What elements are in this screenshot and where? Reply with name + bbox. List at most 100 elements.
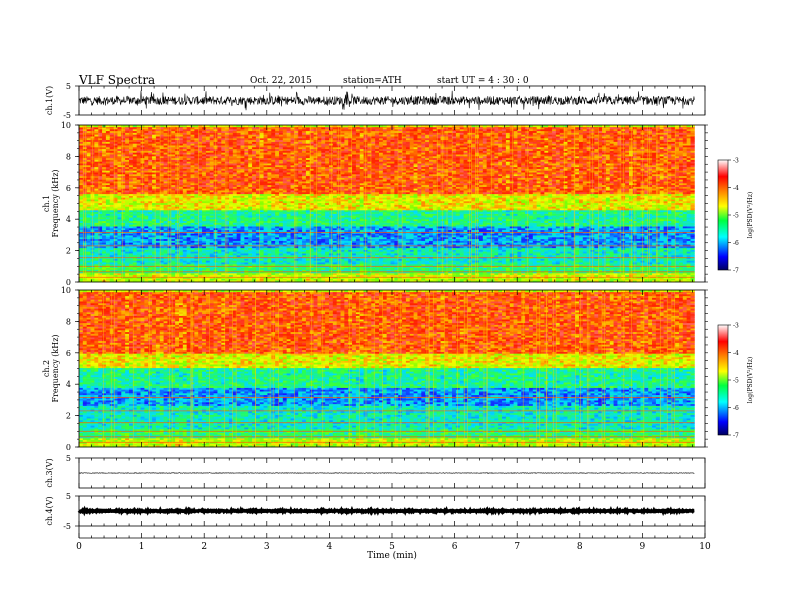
spectrogram-cell: [228, 170, 234, 173]
spectrogram-cell: [132, 161, 138, 164]
spectrogram-cell: [82, 199, 88, 202]
spectrogram-cell: [240, 166, 245, 169]
spectrogram-cell: [159, 215, 165, 218]
spectrogram-cell: [105, 177, 111, 180]
spectrogram-cell: [217, 130, 222, 133]
spectrogram-cell: [148, 136, 153, 139]
spectrogram-cell: [179, 204, 184, 207]
spectrogram-cell: [86, 206, 91, 209]
spectrogram-cell: [121, 134, 126, 137]
spectrogram-cell: [213, 202, 218, 205]
spectrogram-cell: [290, 208, 295, 211]
spectrogram-cell: [129, 264, 134, 267]
spectrogram-cell: [121, 271, 126, 274]
spectrogram-cell: [221, 220, 226, 223]
spectrogram-cell: [98, 129, 103, 132]
spectrogram-cell: [155, 233, 161, 236]
spectrogram-cell: [225, 233, 230, 236]
spectrogram-cell: [117, 228, 122, 231]
spectrogram-cell: [194, 226, 199, 229]
spectrogram-cell: [113, 130, 118, 133]
spectrogram-cell: [194, 197, 199, 200]
spectrogram-cell: [179, 244, 184, 247]
spectrogram-cell: [167, 127, 172, 130]
spectrogram-cell: [102, 238, 107, 241]
spectrogram-cell: [171, 190, 176, 193]
spectrogram-cell: [155, 273, 161, 276]
spectrogram-cell: [144, 134, 149, 137]
spectrogram-cell: [152, 159, 157, 162]
spectrogram-cell: [144, 193, 149, 196]
spectrogram-cell: [263, 255, 268, 258]
spectrogram-cell: [213, 273, 218, 276]
spectrogram-cell: [194, 147, 199, 150]
spectrogram-cell: [105, 157, 111, 160]
spectrogram-cell: [117, 246, 122, 249]
spectrogram-cell: [286, 235, 291, 238]
spectrogram-cell: [125, 125, 130, 128]
spectrogram-cell: [267, 265, 272, 268]
spectrogram-cell: [255, 262, 261, 265]
spectrogram-cell: [144, 264, 149, 267]
spectrogram-cell: [102, 145, 107, 148]
spectrogram-cell: [86, 152, 91, 155]
spectrogram-cell: [267, 273, 272, 276]
spectrogram-cell: [252, 220, 257, 223]
spectrogram-cell: [259, 244, 265, 247]
spectrogram-cell: [198, 262, 203, 265]
spectrogram-cell: [240, 159, 245, 162]
spectrogram-cell: [240, 220, 245, 223]
spectrogram-cell: [125, 201, 130, 204]
spectrogram-cell: [213, 233, 218, 236]
spectrogram-cell: [202, 177, 207, 180]
spectrogram-cell: [186, 249, 191, 252]
spectrogram-cell: [275, 183, 280, 186]
spectrogram-cell: [129, 206, 134, 209]
spectrogram-cell: [282, 199, 288, 202]
spectrogram-cell: [236, 168, 241, 171]
spectrogram-cell: [225, 246, 230, 249]
spectrogram-cell: [182, 280, 188, 283]
spectrogram-cell: [282, 255, 288, 258]
spectrogram-cell: [155, 134, 161, 137]
spectrogram-cell: [194, 125, 199, 128]
spectrogram-cell: [278, 247, 284, 250]
spectrogram-cell: [113, 170, 118, 173]
spectrogram-cell: [240, 192, 245, 195]
spectrogram-cell: [179, 143, 184, 146]
spectrogram-cell: [159, 129, 165, 132]
spectrogram-cell: [202, 247, 207, 250]
spectrogram-cell: [136, 237, 141, 240]
spectrogram-cell: [259, 148, 265, 151]
spectrogram-cell: [79, 157, 84, 160]
spectrogram-cell: [202, 224, 207, 227]
spectrogram-cell: [263, 267, 268, 270]
spectrogram-cell: [105, 210, 111, 213]
spectrogram-cell: [132, 271, 138, 274]
spectrogram-cell: [225, 269, 230, 272]
spectrogram-cell: [194, 150, 199, 153]
spectrogram-cell: [121, 148, 126, 151]
spectrogram-cell: [182, 157, 188, 160]
spectrogram-cell: [213, 219, 218, 222]
spectrogram-cell: [255, 219, 261, 222]
spectrogram-cell: [121, 211, 126, 214]
spectrogram-cell: [236, 175, 241, 178]
spectrogram-cell: [155, 240, 161, 243]
spectrogram-cell: [132, 235, 138, 238]
spectrogram-cell: [121, 156, 126, 159]
spectrogram-cell: [163, 255, 168, 258]
spectrogram-cell: [121, 177, 126, 180]
spectrogram-cell: [94, 208, 99, 211]
spectrogram-cell: [113, 181, 118, 184]
spectrogram-cell: [102, 132, 107, 135]
spectrogram-cell: [198, 199, 203, 202]
spectrogram-cell: [190, 141, 195, 144]
spectrogram-cell: [286, 188, 291, 191]
spectrogram-cell: [217, 152, 222, 155]
spectrogram-cell: [155, 255, 161, 258]
spectrogram-cell: [244, 229, 249, 232]
spectrogram-cell: [163, 129, 168, 132]
spectrogram-cell: [105, 136, 111, 139]
